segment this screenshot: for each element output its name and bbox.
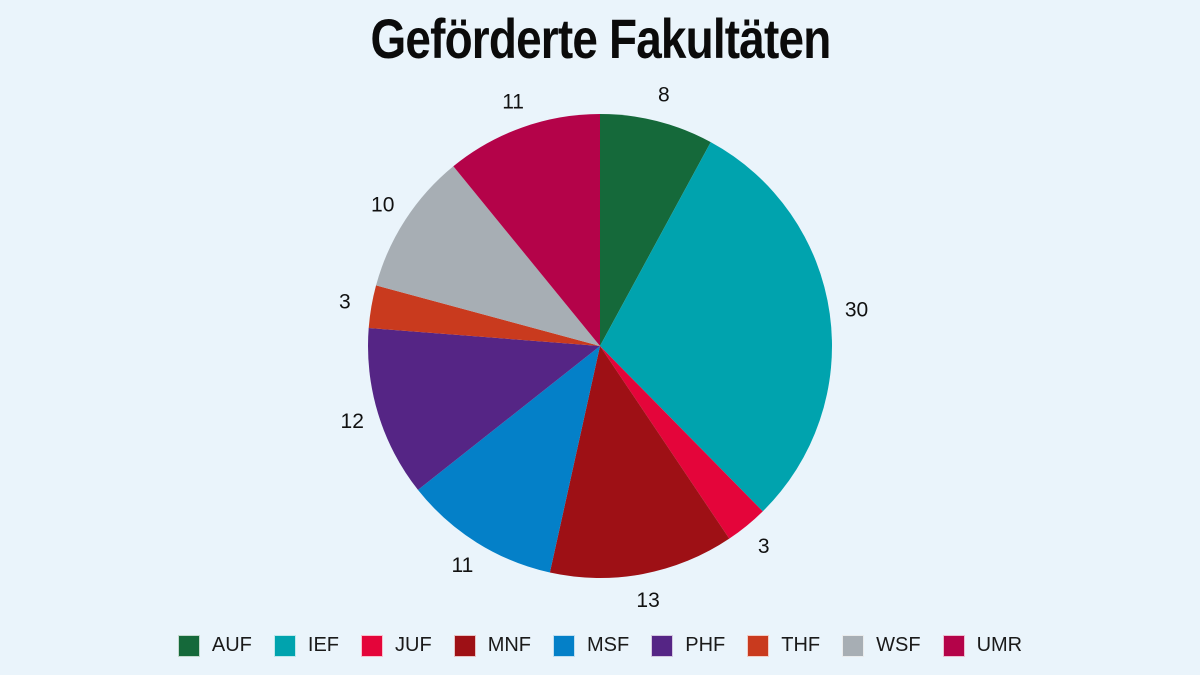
pie-slice-WSF <box>376 166 600 346</box>
pie-value-label-WSF: 10 <box>371 194 394 217</box>
legend-label: UMR <box>976 634 1023 656</box>
legend-label: MNF <box>487 634 532 656</box>
legend-label: AUF <box>211 634 252 656</box>
pie-value-label-PHF: 12 <box>341 410 364 433</box>
legend-swatch <box>273 634 296 657</box>
pie-slice-THF <box>368 285 600 346</box>
legend-swatch <box>942 634 965 657</box>
legend-swatch <box>842 634 865 657</box>
pie-slice-UMR <box>453 114 600 346</box>
pie-value-label-JUF: 3 <box>758 535 770 558</box>
pie-value-label-AUF: 8 <box>658 84 670 107</box>
legend-item-IEF: IEF <box>273 634 340 657</box>
legend-item-MNF: MNF <box>453 634 532 657</box>
pie-slice-AUF <box>600 114 711 346</box>
pie-value-label-IEF: 30 <box>845 298 868 321</box>
chart-header: Geförderte Fakultäten <box>0 6 1200 71</box>
pie-value-label-MNF: 13 <box>636 589 659 612</box>
pie-value-label-MSF: 11 <box>451 554 473 577</box>
legend-swatch <box>553 634 576 657</box>
legend-item-PHF: PHF <box>651 634 725 657</box>
legend-swatch <box>747 634 770 657</box>
legend-item-MSF: MSF <box>553 634 629 657</box>
legend-swatch <box>177 634 200 657</box>
pie-slice-MSF <box>417 346 600 573</box>
legend-label: IEF <box>307 634 340 656</box>
pie-value-label-THF: 3 <box>339 290 351 313</box>
legend-item-UMR: UMR <box>942 634 1023 657</box>
pie-slice-JUF <box>600 346 763 539</box>
legend-label: PHF <box>685 634 726 656</box>
legend-item-THF: THF <box>747 634 820 657</box>
legend-label: JUF <box>395 634 432 656</box>
legend-label: MSF <box>587 634 630 656</box>
chart-title: Geförderte Fakultäten <box>370 7 831 70</box>
legend-swatch <box>651 634 674 657</box>
pie-slice-MNF <box>549 346 730 578</box>
legend-item-JUF: JUF <box>361 634 432 657</box>
legend-swatch <box>453 634 476 657</box>
legend-label: WSF <box>876 634 921 656</box>
legend-swatch <box>361 634 384 657</box>
pie-value-label-UMR: 11 <box>502 91 524 114</box>
legend-item-WSF: WSF <box>842 634 921 657</box>
legend-label: THF <box>781 634 821 656</box>
legend-item-AUF: AUF <box>177 634 252 657</box>
legend: AUF IEF JUF MNF MSF PHF THF WSF UMR <box>0 634 1200 657</box>
pie-slice-PHF <box>367 327 600 490</box>
pie-slice-IEF <box>600 142 833 512</box>
